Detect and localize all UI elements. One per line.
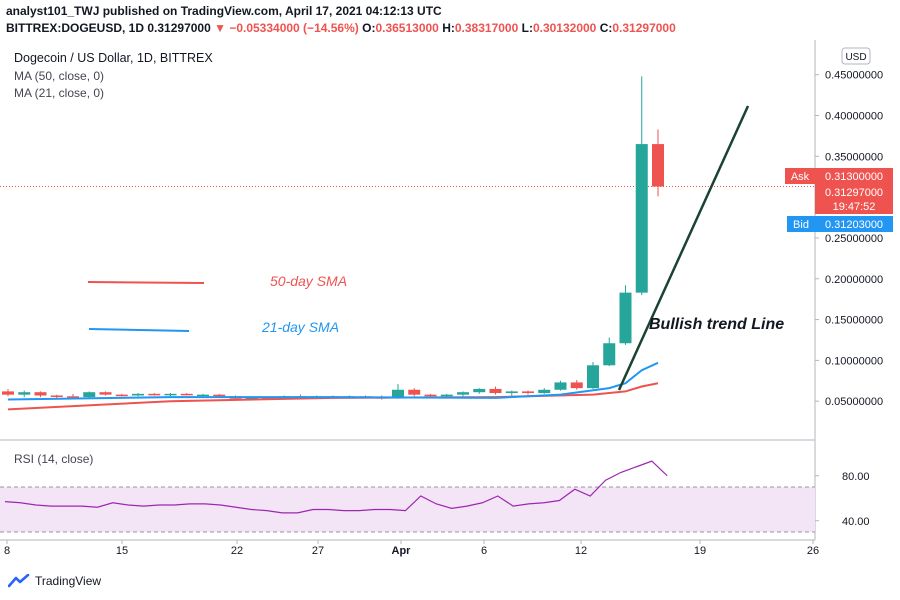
time-tick-month: Apr: [392, 545, 412, 557]
price-tick-label: 0.40000000: [825, 111, 883, 123]
rsi-tick-label: 80.00: [842, 471, 870, 483]
last-price-value: 0.31297000: [825, 187, 883, 199]
price-tick-label: 0.45000000: [825, 70, 883, 82]
candle-body: [50, 395, 63, 397]
rsi-legend[interactable]: RSI (14, close): [14, 452, 94, 466]
currency-badge[interactable]: [841, 47, 871, 65]
bid-value: 0.31203000: [825, 219, 883, 231]
candle-body: [489, 388, 502, 394]
tradingview-icon: [8, 574, 30, 588]
candle-body: [213, 394, 226, 397]
candle-body: [67, 396, 79, 398]
time-tick-label: 22: [231, 545, 243, 557]
sma50-annotation-line: [87, 281, 205, 284]
candle-body: [570, 382, 583, 389]
rsi-band: [0, 487, 815, 532]
bid-value-tag: [815, 216, 893, 232]
ask-value: 0.31300000: [825, 171, 883, 183]
price-tick-label: 0.20000000: [825, 274, 883, 286]
time-tick-label: 6: [481, 545, 487, 557]
open-value: 0.36513000: [375, 21, 439, 35]
price-tick-label: 0.15000000: [825, 315, 883, 327]
candle-body: [197, 394, 209, 397]
price-tick-label: 0.10000000: [825, 355, 883, 367]
last-price-tag: [815, 184, 893, 214]
bar-countdown: 19:47:52: [833, 201, 876, 213]
candle-body: [2, 391, 14, 395]
ma21-legend[interactable]: MA (21, close, 0): [14, 86, 105, 100]
bid-tag: [787, 216, 815, 232]
sma21-annotation-line: [88, 328, 190, 332]
publish-info: analyst101_TWJ published on TradingView.…: [6, 4, 442, 18]
candle-body: [148, 393, 161, 396]
price-tick-label: 0.05000000: [825, 396, 883, 408]
currency-label: USD: [845, 52, 866, 63]
candle-body: [424, 394, 437, 397]
time-tick-label: 15: [116, 545, 128, 557]
candle-body: [587, 365, 599, 389]
price-tick-label: 0.25000000: [825, 233, 883, 245]
candle-body: [408, 389, 421, 395]
bid-label: Bid: [793, 219, 809, 231]
candle-body: [440, 394, 453, 397]
candle-body: [115, 394, 128, 397]
time-tick-label: 12: [575, 545, 587, 557]
trend-annotation: Bullish trend Line: [649, 316, 784, 333]
time-tick-label: 27: [312, 545, 324, 557]
last-close-value: 0.31297000: [147, 21, 211, 35]
sma21-annotation: 21-day SMA: [261, 319, 339, 335]
candle-body: [164, 393, 177, 396]
candle-body: [635, 144, 648, 293]
candle-body: [180, 393, 193, 396]
candle-body: [99, 392, 112, 395]
time-tick-label: 19: [694, 545, 706, 557]
candle-body: [83, 392, 96, 398]
ask-value-tag: [815, 168, 893, 184]
high-value: 0.38317000: [454, 21, 519, 35]
low-value: 0.30132000: [532, 21, 597, 35]
candle-body: [505, 391, 518, 394]
candle-body: [392, 389, 404, 398]
price-tick-label: 0.35000000: [825, 151, 883, 163]
high-label: H:: [442, 21, 455, 35]
time-tick-label: 8: [4, 545, 10, 557]
candle-body: [34, 392, 47, 396]
series-title[interactable]: Dogecoin / US Dollar, 1D, BITTREX: [14, 51, 213, 65]
sma21-line: [7, 361, 659, 401]
ask-tag: [785, 168, 815, 184]
candle-body: [18, 392, 31, 395]
candle-body: [554, 382, 567, 390]
candle-body: [457, 392, 469, 395]
candle-body: [473, 388, 486, 393]
candle-body: [619, 292, 632, 344]
candle-body: [603, 343, 616, 366]
rsi-tick-label: 40.00: [842, 516, 870, 528]
rsi-line: [4, 460, 668, 514]
ohlc-header: BITTREX:DOGEUSD, 1D 0.31297000 ▼ −0.0533…: [6, 21, 676, 35]
publish-header: analyst101_TWJ published on TradingView.…: [6, 4, 442, 18]
candle-body: [522, 391, 534, 394]
open-label: O:: [362, 21, 376, 35]
close-value: 0.31297000: [612, 21, 676, 35]
tradingview-logo[interactable]: TradingView: [8, 574, 101, 588]
ma50-legend[interactable]: MA (50, close, 0): [14, 69, 105, 83]
price-change: ▼ −0.05334000 (−14.56%): [214, 21, 359, 35]
close-label: C:: [599, 21, 613, 35]
candle-body: [132, 393, 144, 396]
candle-body: [652, 144, 664, 187]
symbol-info[interactable]: BITTREX:DOGEUSD, 1D: [6, 21, 145, 35]
candle-body: [538, 389, 551, 394]
trend-line: [617, 105, 750, 391]
ask-label: Ask: [791, 171, 810, 183]
sma50-annotation: 50-day SMA: [270, 273, 347, 289]
low-label: L:: [521, 21, 533, 35]
brand-name: TradingView: [35, 574, 102, 588]
time-tick-label: 26: [807, 545, 819, 557]
